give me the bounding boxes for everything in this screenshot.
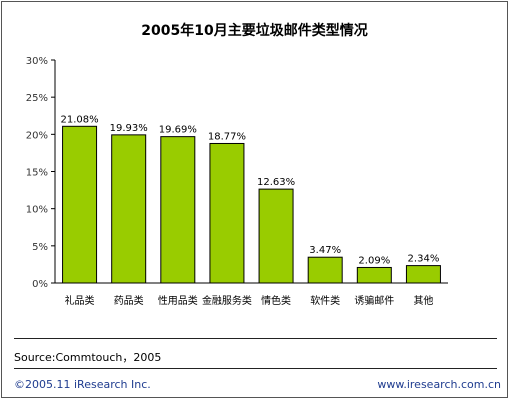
x-tick-label: 礼品类	[65, 294, 95, 307]
website-link[interactable]: www.iresearch.com.cn	[377, 378, 501, 391]
bar	[405, 265, 441, 284]
bar	[307, 256, 343, 284]
x-tick-label: 金融服务类	[202, 294, 252, 307]
data-label: 2.09%	[358, 255, 390, 266]
data-label: 3.47%	[309, 245, 341, 256]
bar	[160, 136, 196, 284]
data-label: 12.63%	[257, 177, 295, 188]
y-tick-label: 20%	[26, 130, 48, 141]
x-tick-label: 其他	[413, 294, 433, 307]
y-tick-label: 15%	[26, 168, 48, 179]
data-label: 19.93%	[110, 123, 148, 134]
bar	[258, 188, 294, 284]
x-tick-label: 诱骗邮件	[354, 294, 394, 307]
y-tick-label: 30%	[26, 56, 48, 67]
data-label: 18.77%	[208, 131, 246, 142]
x-tick-label: 性用品类	[158, 294, 198, 307]
source-note: Source:Commtouch，2005	[14, 351, 162, 364]
copyright-text: ©2005.11 iResearch Inc.	[14, 378, 151, 391]
bar	[62, 125, 98, 284]
x-tick-label: 软件类	[310, 294, 340, 307]
y-tick-label: 5%	[32, 242, 48, 253]
bar	[111, 134, 147, 284]
chart-title: 2005年10月主要垃圾邮件类型情况	[141, 23, 368, 39]
y-tick-label: 0%	[32, 279, 48, 290]
x-tick-label: 药品类	[114, 294, 144, 307]
footer-divider-top	[14, 338, 497, 339]
y-tick-label: 25%	[26, 93, 48, 104]
data-label: 21.08%	[60, 114, 98, 125]
bar	[356, 266, 392, 284]
data-label: 19.69%	[159, 125, 197, 136]
bar	[209, 142, 245, 284]
y-tick-label: 10%	[26, 205, 48, 216]
data-label: 2.34%	[408, 254, 440, 265]
footer-divider-bottom	[14, 368, 497, 369]
x-tick-label: 情色类	[261, 294, 291, 307]
